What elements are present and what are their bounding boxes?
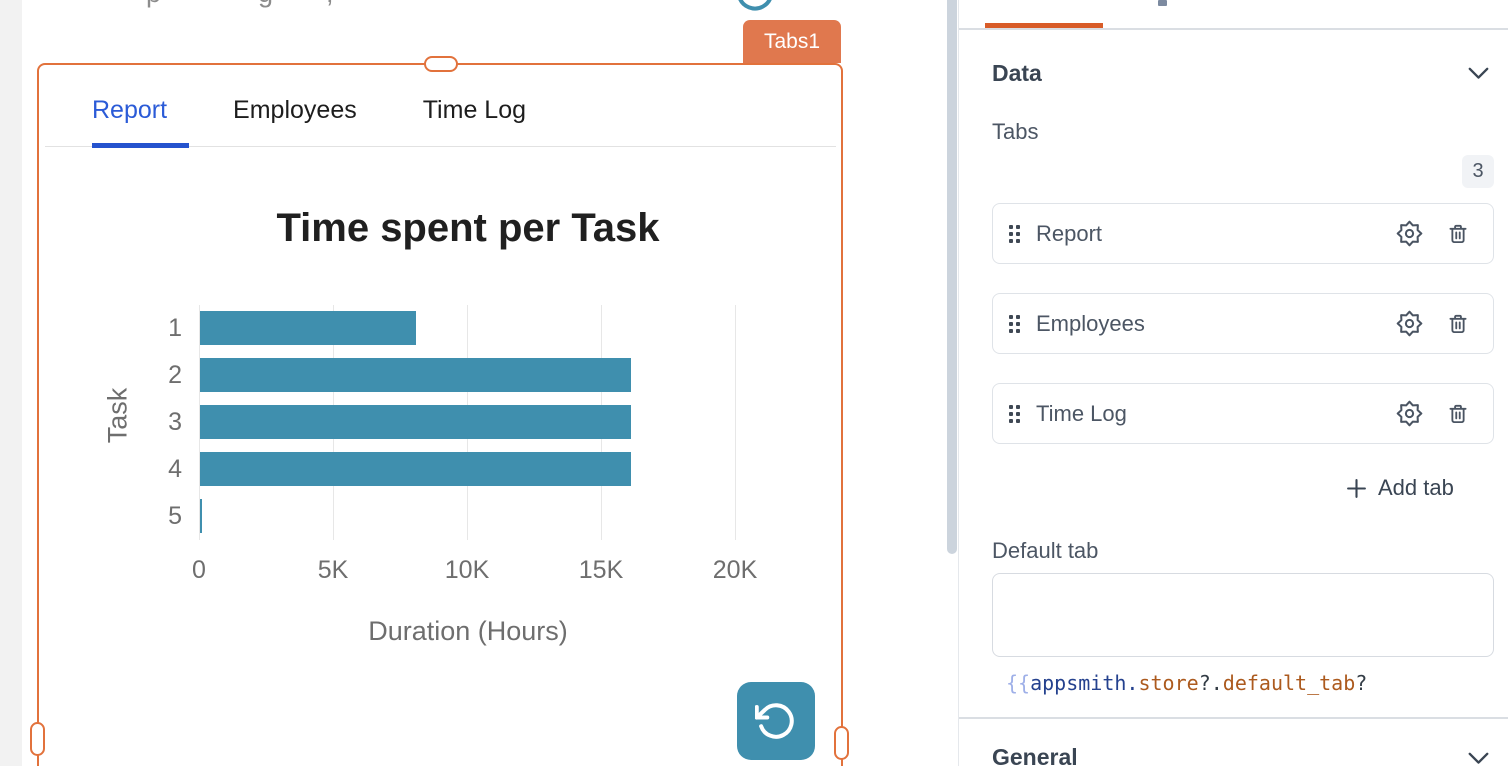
clipped-tab-text-fragment — [1158, 0, 1167, 6]
plus-icon — [1346, 478, 1367, 499]
widget-tab-report[interactable]: Report — [92, 96, 168, 124]
tabs-field-label: Tabs — [992, 119, 1039, 144]
chart-x-tick-label: 0 — [192, 556, 206, 584]
tab-list-item-employees[interactable]: Employees — [992, 293, 1494, 354]
clipped-text-fragment: p — [146, 0, 161, 9]
tab-delete-button[interactable] — [1445, 311, 1471, 337]
section-data[interactable]: Data — [992, 60, 1042, 86]
active-tab-underline — [92, 143, 189, 148]
clipped-refresh-icon — [733, 0, 777, 14]
chart-x-tick-label: 5K — [317, 556, 349, 584]
clipped-text-fragment: g — [258, 0, 273, 9]
gear-icon — [1396, 400, 1423, 427]
chart-x-tick-label: 10K — [444, 556, 490, 584]
tab-settings-button[interactable] — [1396, 400, 1423, 427]
drag-handle-icon[interactable] — [1009, 404, 1020, 423]
widget-tab-employees[interactable]: Employees — [233, 96, 357, 124]
pane-left-border — [958, 0, 959, 766]
widget-tab-time-log[interactable]: Time Log — [422, 96, 527, 124]
chart-gridline — [199, 305, 200, 540]
resize-handle-top[interactable] — [424, 56, 458, 72]
gear-icon — [1396, 220, 1423, 247]
tab-settings-button[interactable] — [1396, 310, 1423, 337]
clipped-text-fragment: , — [326, 0, 334, 9]
tab-item-label: Employees — [1036, 310, 1145, 336]
add-tab-button[interactable]: Add tab — [1340, 474, 1460, 502]
trash-icon — [1445, 221, 1471, 247]
resize-handle-left[interactable] — [30, 722, 45, 756]
chart-x-tick-label: 15K — [578, 556, 624, 584]
section-general[interactable]: General — [992, 744, 1078, 766]
pane-scrollbar[interactable] — [947, 0, 957, 554]
add-tab-label: Add tab — [1378, 475, 1454, 500]
chart-y-tick-label: 2 — [168, 361, 182, 389]
widget-name-badge[interactable]: Tabs1 — [743, 20, 841, 63]
chart-title: Time spent per Task — [276, 206, 660, 250]
tab-settings-button[interactable] — [1396, 220, 1423, 247]
tab-item-label: Report — [1036, 220, 1103, 246]
chart-y-tick-label: 3 — [168, 408, 182, 436]
default-tab-code-input[interactable]: {{appsmith.store?.default_tab? .slice(-1… — [992, 573, 1494, 695]
chart-bar — [200, 452, 631, 486]
chevron-down-icon[interactable] — [1468, 752, 1489, 765]
tab-delete-button[interactable] — [1445, 221, 1471, 247]
drag-handle-icon[interactable] — [1009, 314, 1020, 333]
pane-divider-top — [959, 28, 1508, 30]
tabbar-divider — [45, 146, 836, 147]
chart-bar — [200, 311, 416, 345]
chart-x-tick-label: 20K — [712, 556, 758, 584]
tab-delete-button[interactable] — [1445, 401, 1471, 427]
code-line: {{appsmith.store?.default_tab? — [1006, 671, 1368, 695]
pane-divider-bottom — [959, 717, 1508, 719]
default-tab-label: Default tab — [992, 538, 1099, 563]
pane-active-tab-underline — [985, 23, 1103, 28]
chart-x-axis-label: Duration (Hours) — [368, 616, 568, 646]
chart-y-tick-label: 5 — [168, 502, 182, 530]
chevron-down-icon[interactable] — [1468, 67, 1489, 80]
chart-y-axis-label: Task — [102, 387, 133, 444]
tabs-count-badge: 3 — [1462, 155, 1494, 188]
chart-bar — [200, 405, 631, 439]
trash-icon — [1445, 401, 1471, 427]
refresh-icon — [755, 700, 797, 742]
tab-item-label: Time Log — [1036, 400, 1127, 426]
resize-handle-right[interactable] — [834, 726, 849, 760]
canvas-left-gutter — [0, 0, 22, 766]
tab-list-item-report[interactable]: Report — [992, 203, 1494, 264]
drag-handle-icon[interactable] — [1009, 224, 1020, 243]
chart-bar — [200, 358, 631, 392]
chart-y-tick-label: 1 — [168, 314, 182, 342]
tab-list-item-time-log[interactable]: Time Log — [992, 383, 1494, 444]
gear-icon — [1396, 310, 1423, 337]
trash-icon — [1445, 311, 1471, 337]
chart-gridline — [735, 305, 736, 540]
tabs-widget-tabbar: Report Employees Time Log — [92, 96, 526, 125]
chart-y-tick-label: 4 — [168, 455, 182, 483]
chart-bar — [200, 499, 202, 533]
chart-refresh-button[interactable] — [737, 682, 815, 760]
